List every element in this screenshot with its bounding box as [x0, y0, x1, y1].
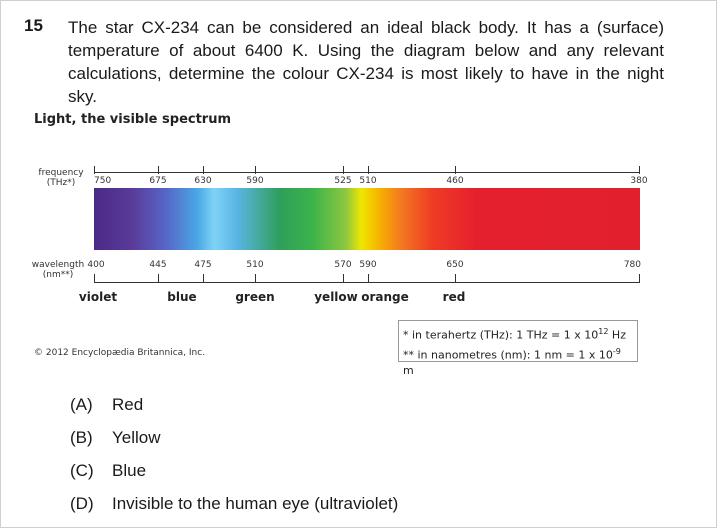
option-letter: (C)	[70, 461, 94, 480]
colour-name-yellow: yellow	[314, 290, 358, 304]
option-letter: (D)	[70, 494, 94, 513]
visible-spectrum-bar	[94, 188, 640, 250]
option-c[interactable]: (C) Blue	[70, 461, 146, 481]
wavelength-axis-label: wavelength (nm**)	[30, 260, 86, 280]
frequency-tick	[455, 166, 456, 174]
wavelength-tick	[368, 274, 369, 282]
frequency-tick-label: 750	[94, 176, 112, 186]
frequency-tick	[639, 166, 640, 174]
option-a[interactable]: (A) Red	[70, 395, 143, 415]
wavelength-tick-label: 510	[246, 260, 264, 270]
option-letter: (A)	[70, 395, 93, 414]
frequency-tick-label: 630	[194, 176, 212, 186]
wavelength-tick	[158, 274, 159, 282]
wavelength-tick-label: 780	[623, 260, 641, 270]
option-text: Red	[112, 395, 144, 414]
frequency-tick	[255, 166, 256, 174]
frequency-tick-label: 380	[630, 176, 648, 186]
question-number: 15	[24, 16, 43, 35]
wavelength-axis-line	[94, 282, 640, 283]
frequency-tick-label: 675	[149, 176, 167, 186]
option-d[interactable]: (D) Invisible to the human eye (ultraviol…	[70, 494, 398, 514]
frequency-tick	[203, 166, 204, 174]
wavelength-tick	[639, 274, 640, 282]
frequency-tick	[94, 166, 95, 174]
option-letter: (B)	[70, 428, 93, 447]
frequency-axis-label: frequency (THz*)	[32, 168, 90, 188]
frequency-tick-label: 525	[334, 176, 352, 186]
question-text: The star CX-234 can be considered an ide…	[68, 18, 664, 106]
wavelength-tick-label: 475	[194, 260, 212, 270]
frequency-tick	[158, 166, 159, 174]
units-note-box: * in terahertz (THz): 1 THz = 1 x 1012 H…	[398, 320, 638, 377]
wavelength-tick	[94, 274, 95, 282]
colour-name-violet: violet	[78, 290, 118, 304]
option-b[interactable]: (B) Yellow	[70, 428, 161, 448]
wavelength-tick-label: 570	[334, 260, 352, 270]
wavelength-label-line2: (nm**)	[42, 270, 74, 280]
note-terahertz: * in terahertz (THz): 1 THz = 1 x 1012 H…	[403, 327, 626, 342]
colour-name-blue: blue	[167, 290, 197, 304]
wavelength-tick-label: 590	[359, 260, 377, 270]
frequency-label-line2: (THz*)	[46, 178, 76, 188]
colour-name-red: red	[442, 290, 466, 304]
frequency-tick-label: 590	[246, 176, 264, 186]
frequency-axis-line	[94, 172, 640, 173]
wavelength-tick-label: 445	[149, 260, 167, 270]
option-text: Yellow	[112, 428, 161, 447]
colour-name-orange: orange	[361, 290, 409, 304]
option-text: Blue	[112, 461, 147, 480]
frequency-tick	[343, 166, 344, 174]
wavelength-tick	[343, 274, 344, 282]
wavelength-tick	[255, 274, 256, 282]
frequency-tick-label: 510	[359, 176, 377, 186]
wavelength-tick	[203, 274, 204, 282]
note-nanometres: ** in nanometres (nm): 1 nm = 1 x 10-9 m	[403, 346, 621, 378]
wavelength-tick-label: 650	[446, 260, 464, 270]
frequency-label-line1: frequency	[38, 168, 84, 178]
option-text: Invisible to the human eye (ultraviolet)	[112, 494, 399, 513]
colour-name-green: green	[235, 290, 275, 304]
copyright-notice: © 2012 Encyclopædia Britannica, Inc.	[34, 348, 206, 358]
frequency-tick	[368, 166, 369, 174]
wavelength-tick	[455, 274, 456, 282]
wavelength-label-line1: wavelength	[31, 260, 85, 270]
figure-title: Light, the visible spectrum	[34, 112, 232, 127]
wavelength-tick-label: 400	[87, 260, 105, 270]
frequency-tick-label: 460	[446, 176, 464, 186]
